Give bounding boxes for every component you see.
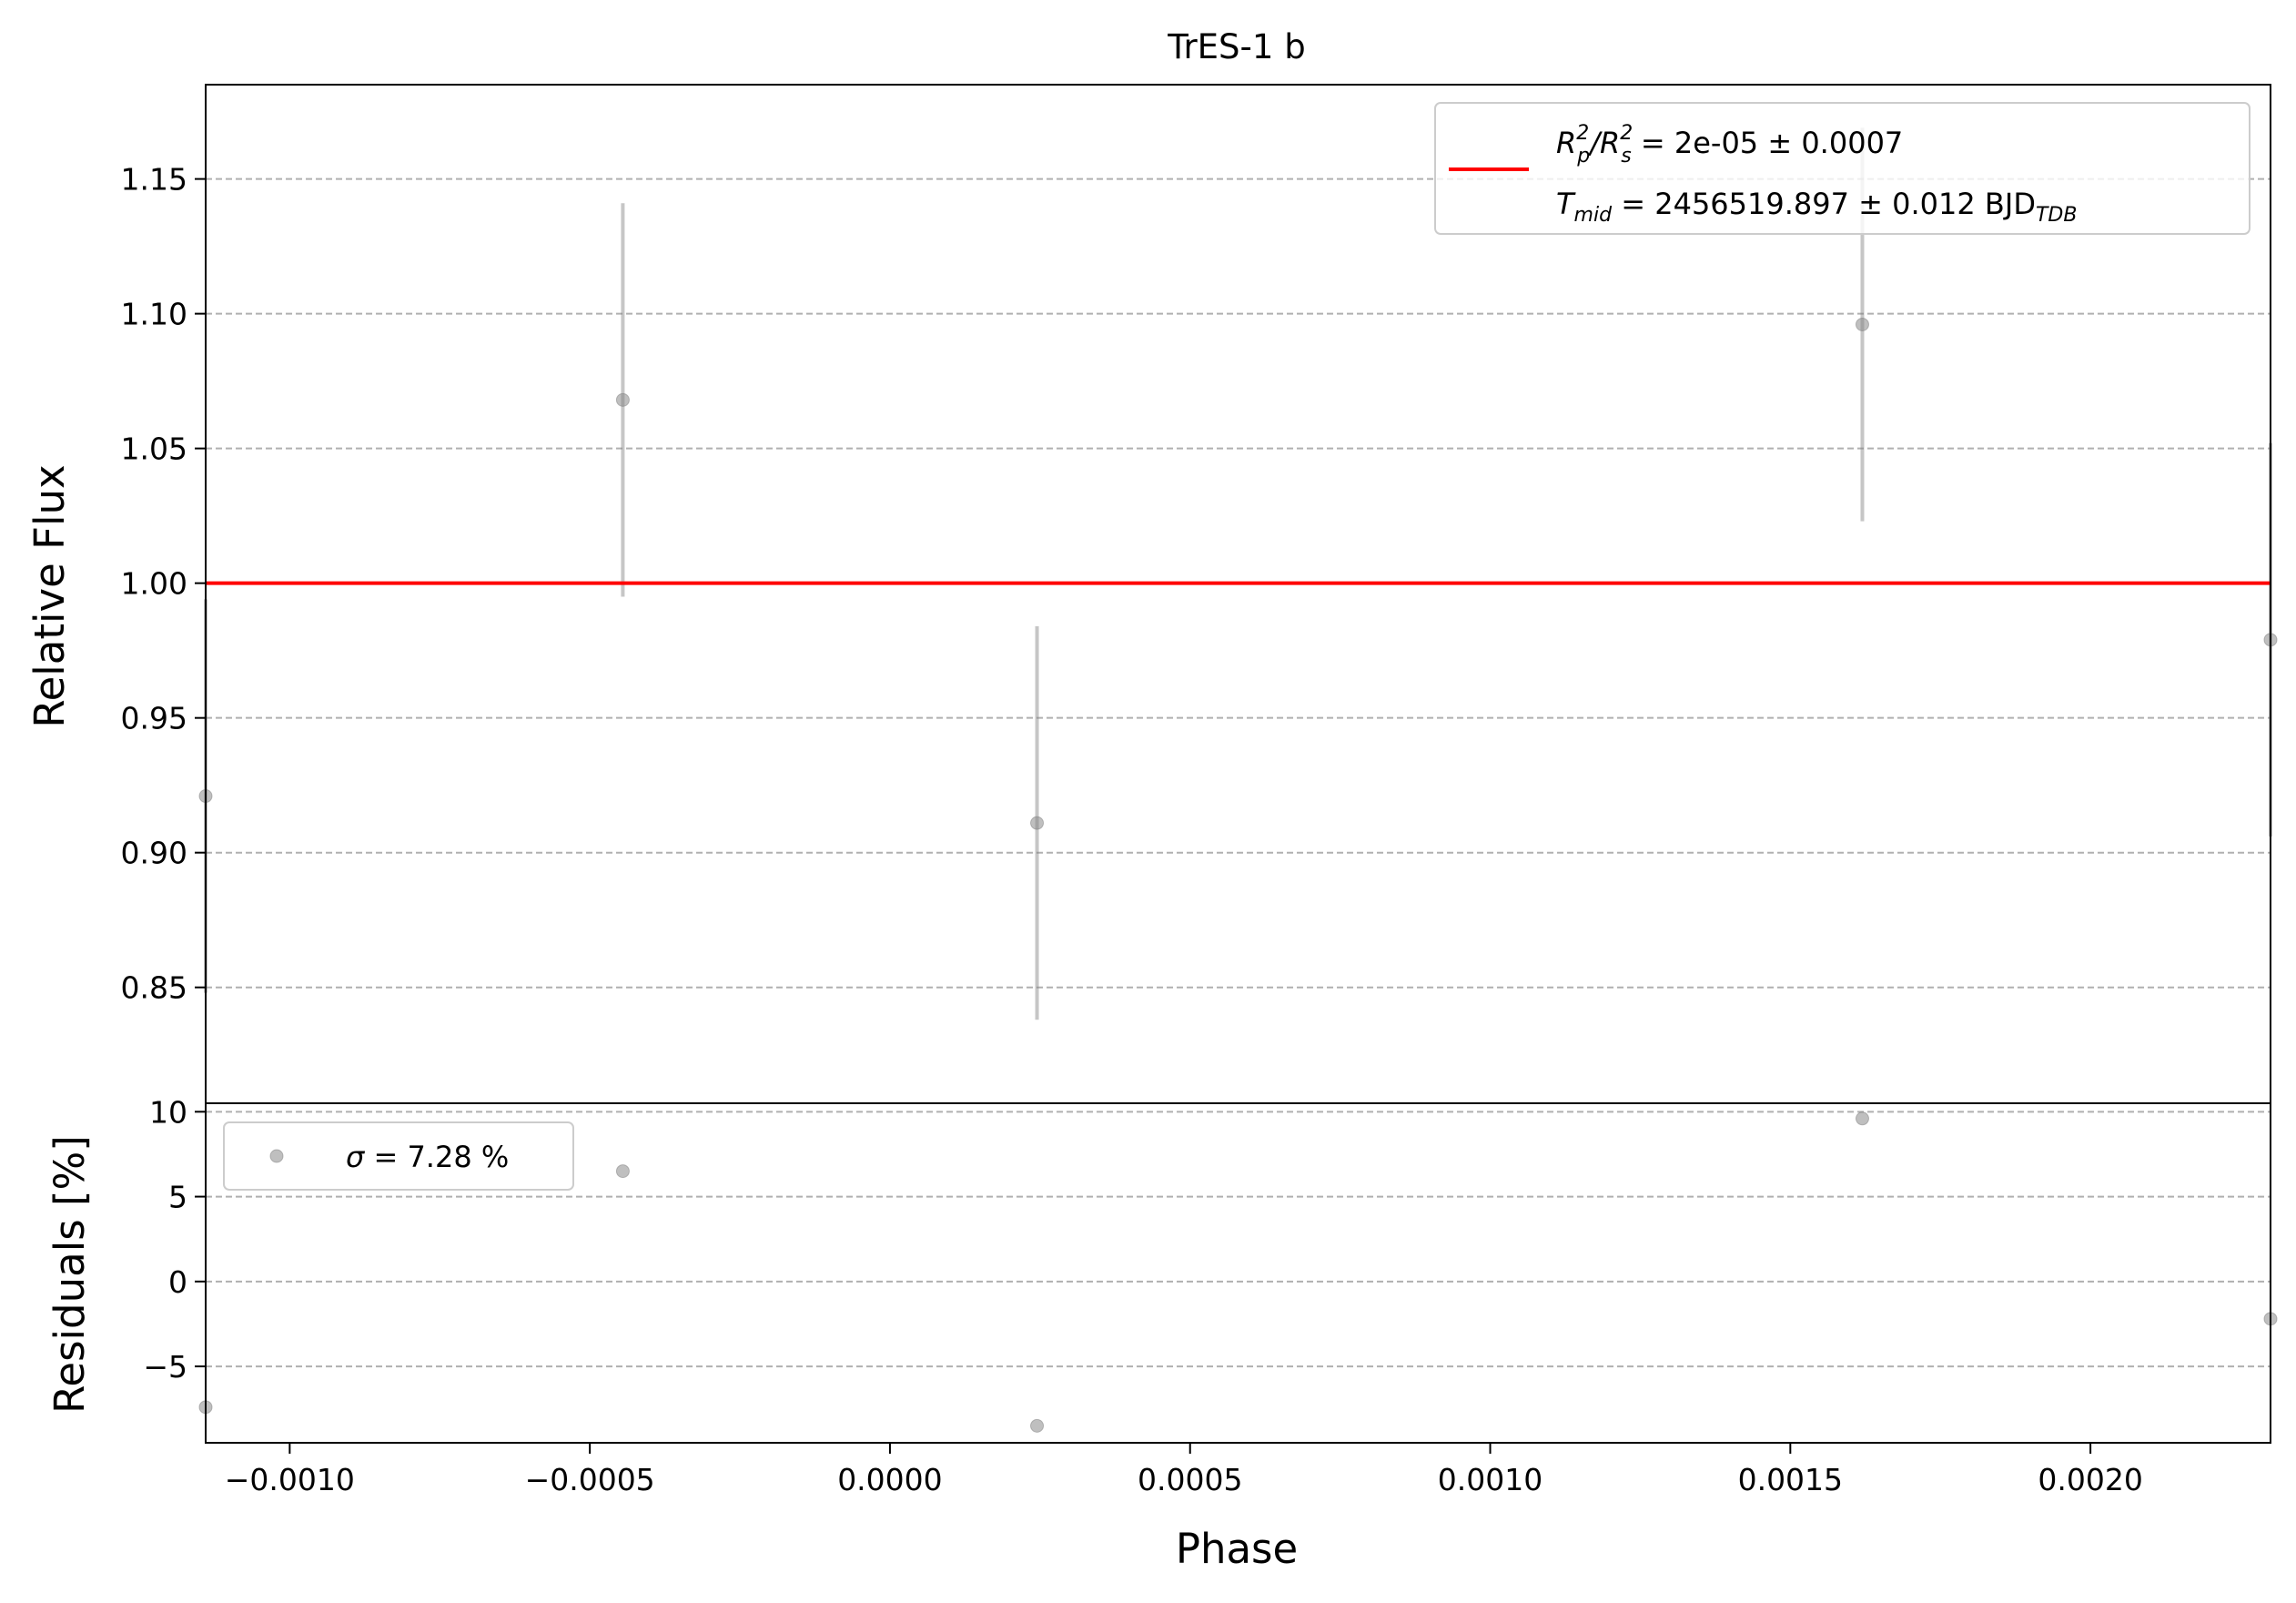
x-tick-label: −0.0005 <box>525 1462 655 1497</box>
x-ticks: −0.0010 −0.0005 0.0000 0.0005 0.0010 0.0015 0.… <box>225 1443 2143 1497</box>
residuals-grid <box>206 1111 2271 1368</box>
x-tick-label: 0.0010 <box>1438 1462 1542 1497</box>
flux-y-tick-label: 0.85 <box>121 970 187 1006</box>
residuals-y-tick-label: 5 <box>168 1180 187 1215</box>
flux-y-tick-label: 0.95 <box>121 701 187 736</box>
flux-points <box>198 317 2278 830</box>
chart-title: TrES-1 b <box>1167 27 1305 66</box>
legend-tmid-entry: Tmid = 2456519.897 ± 0.012 BJDTDB <box>1556 187 2077 227</box>
flux-panel: 0.85 0.90 0.95 1.00 1.05 1.10 1.15 R2 p/R2 s = 2… <box>25 84 2278 1104</box>
legend-rp-rs-entry: R2 p/R2 s = 2e-05 ± 0.0007 <box>1556 122 1903 167</box>
flux-y-tick-label: 1.00 <box>121 566 187 602</box>
flux-y-tick-label: 1.05 <box>121 431 187 467</box>
flux-y-tick-label: 1.15 <box>121 162 187 198</box>
residuals-y-tick-label: −5 <box>143 1349 187 1385</box>
flux-legend-box <box>1434 102 2250 235</box>
residuals-panel: −5 0 5 10 −0.0010 −0.0005 0.0000 0.0005 0.0010 0… <box>46 1094 2278 1573</box>
legend-residual-marker <box>269 1149 284 1163</box>
residuals-y-tick-label: 0 <box>168 1264 187 1300</box>
x-tick-label: 0.0015 <box>1738 1462 1843 1497</box>
residuals-y-ticks: −5 0 5 10 <box>143 1094 206 1385</box>
flux-point <box>1855 317 1869 331</box>
flux-point <box>1030 816 1045 830</box>
x-axis-label: Phase <box>1176 1525 1298 1573</box>
residuals-legend: σ = 7.28 % <box>223 1121 574 1191</box>
flux-y-tick-label: 1.10 <box>121 297 187 332</box>
residuals-y-tick-label: 10 <box>149 1094 187 1130</box>
residual-point <box>1855 1111 1869 1126</box>
x-tick-label: −0.0010 <box>225 1462 355 1497</box>
x-tick-label: 0.0000 <box>837 1462 942 1497</box>
flux-error-bars <box>204 127 2272 1020</box>
flux-y-axis-label: Relative Flux <box>25 464 74 727</box>
flux-axes-frame <box>205 84 2271 1104</box>
flux-point <box>615 392 630 407</box>
x-tick-label: 0.0020 <box>2038 1462 2142 1497</box>
flux-y-tick-label: 0.90 <box>121 836 187 871</box>
residuals-legend-box <box>223 1121 574 1191</box>
x-tick-label: 0.0005 <box>1138 1462 1242 1497</box>
residuals-y-axis-label: Residuals [%] <box>46 1135 94 1414</box>
residual-point <box>615 1164 630 1179</box>
residuals-axes-frame <box>205 1102 2271 1444</box>
flux-legend: R2 p/R2 s = 2e-05 ± 0.0007 Tmid = 2456519.… <box>1434 102 2250 235</box>
flux-y-ticks: 0.85 0.90 0.95 1.00 1.05 1.10 1.15 <box>121 162 206 1006</box>
residual-point <box>1030 1418 1045 1433</box>
legend-sigma-entry: σ = 7.28 % <box>346 1140 509 1174</box>
